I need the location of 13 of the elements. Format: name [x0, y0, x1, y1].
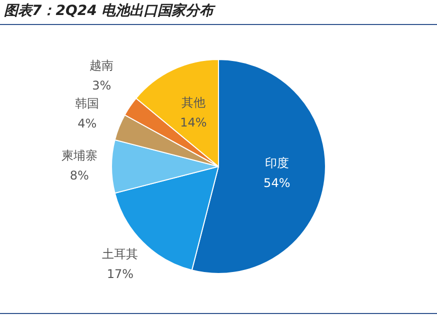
data-label: 8% [70, 168, 89, 183]
data-label: 3% [92, 78, 112, 93]
slice-label: 韩国 [75, 96, 100, 111]
slice-label: 其他 [181, 95, 206, 110]
slice-label: 印度 [264, 156, 289, 170]
slice-label: 柬埔寨 [61, 148, 98, 163]
slice-label: 土耳其 [102, 246, 138, 261]
data-label: 4% [78, 116, 97, 131]
data-label: 17% [106, 266, 134, 281]
chart-title: 图表7：2Q24 电池出口国家分布 [3, 2, 216, 21]
data-label: 14% [180, 115, 207, 130]
data-label: 54% [264, 176, 290, 190]
slice-label: 越南 [90, 58, 114, 73]
